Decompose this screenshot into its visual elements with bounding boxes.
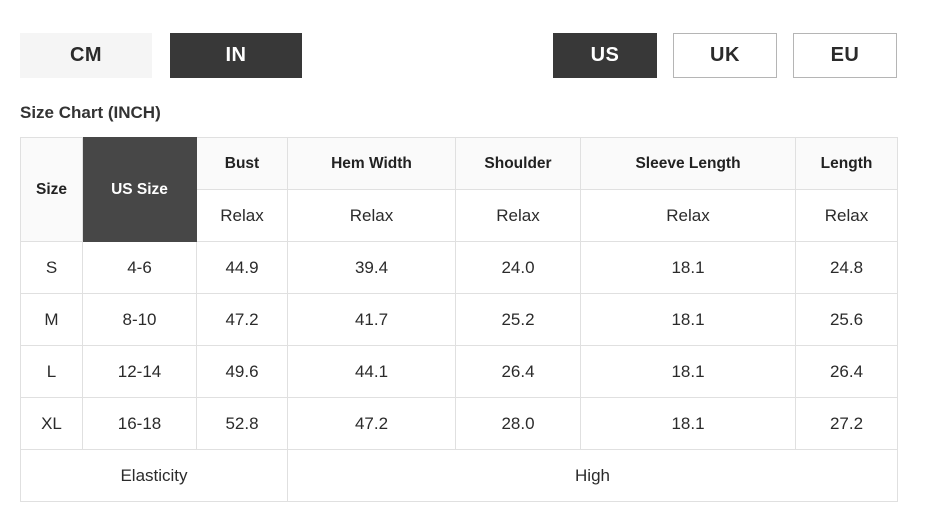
table-row: L 12-14 49.6 44.1 26.4 18.1 26.4 bbox=[20, 345, 898, 398]
hem-width-column-header: Hem Width bbox=[287, 137, 456, 190]
hem-width-cell: 47.2 bbox=[287, 397, 456, 450]
in-button[interactable]: IN bbox=[170, 33, 302, 78]
elasticity-row: Elasticity High bbox=[20, 449, 898, 502]
shoulder-fit-label: Relax bbox=[455, 189, 581, 242]
size-cell: S bbox=[20, 241, 83, 294]
sleeve-length-fit-label: Relax bbox=[580, 189, 796, 242]
bust-fit-label: Relax bbox=[196, 189, 288, 242]
bust-cell: 44.9 bbox=[196, 241, 288, 294]
elasticity-label: Elasticity bbox=[20, 449, 288, 502]
header-row-labels: Size US Size Bust Hem Width Shoulder Sle… bbox=[20, 137, 898, 242]
region-toggle-group: US UK EU bbox=[553, 33, 897, 78]
us-size-cell: 12-14 bbox=[82, 345, 197, 398]
size-cell: XL bbox=[20, 397, 83, 450]
bust-cell: 52.8 bbox=[196, 397, 288, 450]
hem-width-fit-label: Relax bbox=[287, 189, 456, 242]
shoulder-column-header: Shoulder bbox=[455, 137, 581, 190]
length-cell: 27.2 bbox=[795, 397, 898, 450]
elasticity-value: High bbox=[287, 449, 898, 502]
hem-width-cell: 44.1 bbox=[287, 345, 456, 398]
shoulder-cell: 26.4 bbox=[455, 345, 581, 398]
header-row-fit: Relax Relax Relax Relax Relax bbox=[21, 189, 898, 242]
bust-cell: 47.2 bbox=[196, 293, 288, 346]
us-size-cell: 4-6 bbox=[82, 241, 197, 294]
sleeve-length-cell: 18.1 bbox=[580, 345, 796, 398]
eu-button[interactable]: EU bbox=[793, 33, 897, 78]
table-row: XL 16-18 52.8 47.2 28.0 18.1 27.2 bbox=[20, 397, 898, 450]
size-cell: M bbox=[20, 293, 83, 346]
us-size-cell: 16-18 bbox=[82, 397, 197, 450]
length-cell: 25.6 bbox=[795, 293, 898, 346]
length-column-header: Length bbox=[795, 137, 898, 190]
us-size-column-header: US Size bbox=[82, 137, 197, 242]
shoulder-cell: 28.0 bbox=[455, 397, 581, 450]
uk-button[interactable]: UK bbox=[673, 33, 777, 78]
size-chart-table: Size US Size Bust Hem Width Shoulder Sle… bbox=[20, 137, 898, 502]
bust-cell: 49.6 bbox=[196, 345, 288, 398]
cm-button[interactable]: CM bbox=[20, 33, 152, 78]
size-cell: L bbox=[20, 345, 83, 398]
us-button[interactable]: US bbox=[553, 33, 657, 78]
sleeve-length-cell: 18.1 bbox=[580, 397, 796, 450]
sleeve-length-cell: 18.1 bbox=[580, 241, 796, 294]
size-column-header: Size bbox=[20, 137, 83, 242]
shoulder-cell: 25.2 bbox=[455, 293, 581, 346]
length-cell: 26.4 bbox=[795, 345, 898, 398]
hem-width-cell: 41.7 bbox=[287, 293, 456, 346]
sleeve-length-column-header: Sleeve Length bbox=[580, 137, 796, 190]
shoulder-cell: 24.0 bbox=[455, 241, 581, 294]
hem-width-cell: 39.4 bbox=[287, 241, 456, 294]
table-row: S 4-6 44.9 39.4 24.0 18.1 24.8 bbox=[20, 241, 898, 294]
us-size-cell: 8-10 bbox=[82, 293, 197, 346]
bust-column-header: Bust bbox=[196, 137, 288, 190]
toggle-bar: CM IN US UK EU bbox=[20, 33, 897, 78]
table-row: M 8-10 47.2 41.7 25.2 18.1 25.6 bbox=[20, 293, 898, 346]
length-fit-label: Relax bbox=[795, 189, 898, 242]
unit-toggle-group: CM IN bbox=[20, 33, 302, 78]
length-cell: 24.8 bbox=[795, 241, 898, 294]
sleeve-length-cell: 18.1 bbox=[580, 293, 796, 346]
page-title: Size Chart (INCH) bbox=[20, 103, 161, 122]
